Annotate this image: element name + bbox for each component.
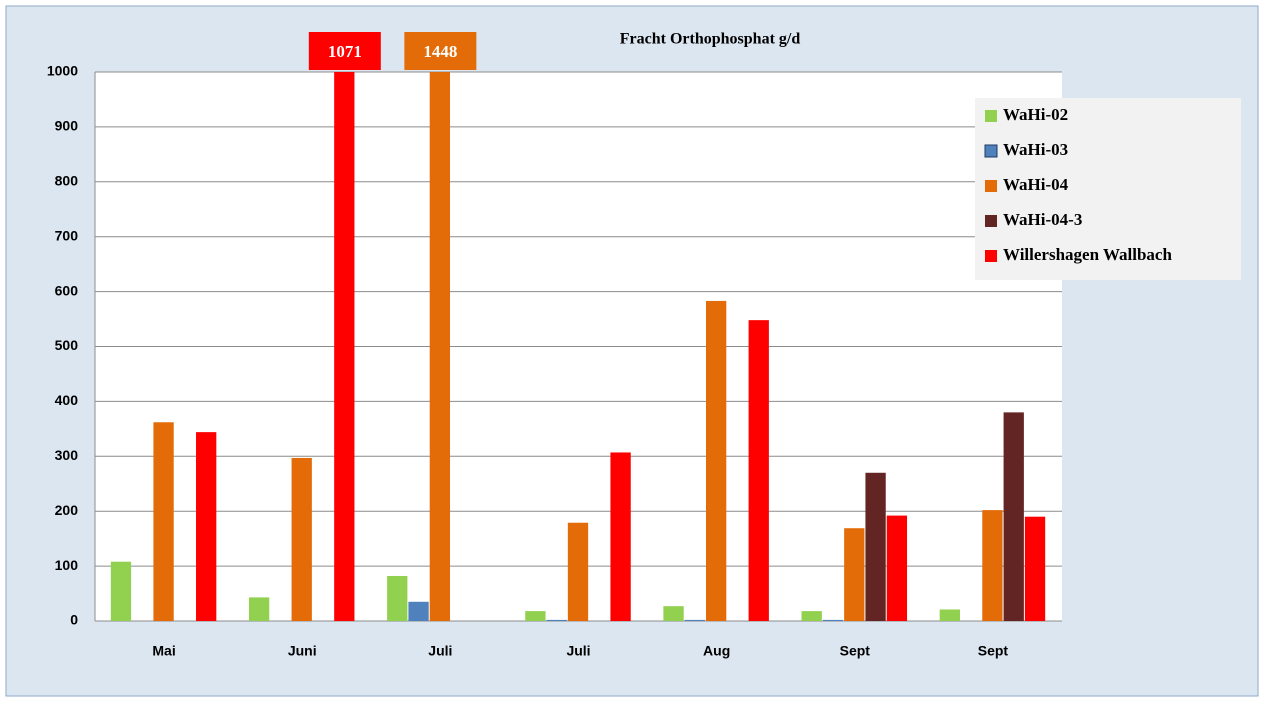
x-tick-label: Juli (428, 643, 452, 659)
y-tick-label: 800 (55, 173, 79, 189)
legend-label: WaHi-02 (1003, 105, 1068, 124)
x-tick-label: Aug (703, 643, 730, 659)
bar (110, 561, 132, 621)
bar (196, 432, 217, 621)
x-tick-label: Sept (840, 643, 871, 659)
y-tick-label: 900 (55, 118, 79, 134)
bar (748, 320, 769, 621)
bar (334, 72, 355, 621)
bar (387, 575, 408, 621)
bar (939, 609, 960, 621)
y-tick-label: 200 (55, 502, 79, 518)
y-tick-label: 700 (55, 227, 79, 243)
bar (429, 72, 451, 621)
bar (801, 611, 822, 621)
y-tick-label: 500 (55, 337, 79, 353)
bar (408, 601, 429, 621)
bar (886, 515, 908, 621)
bar (684, 619, 705, 621)
y-tick-label: 300 (55, 447, 79, 463)
legend-label: WaHi-03 (1003, 140, 1068, 159)
bar (982, 510, 1003, 621)
x-tick-label: Mai (152, 643, 175, 659)
y-tick-label: 400 (55, 392, 79, 408)
bar (610, 452, 631, 621)
legend-label: Willershagen Wallbach (1003, 245, 1172, 264)
bar (663, 606, 684, 621)
bar (865, 472, 886, 621)
x-tick-label: Sept (978, 643, 1009, 659)
legend-swatch (985, 215, 997, 227)
bar (705, 300, 727, 621)
bar (291, 457, 312, 621)
bar (1003, 412, 1024, 621)
y-tick-label: 0 (70, 612, 78, 628)
legend-box (975, 98, 1241, 280)
legend-label: WaHi-04-3 (1003, 210, 1082, 229)
x-tick-label: Juni (288, 643, 317, 659)
chart-title: Fracht Orthophosphat g/d (620, 31, 801, 48)
bar (844, 528, 865, 621)
value-label: 1071 (328, 42, 362, 61)
bar (567, 522, 589, 621)
y-tick-label: 600 (55, 282, 79, 298)
legend-label: WaHi-04 (1003, 175, 1069, 194)
value-label-box (404, 32, 477, 70)
bar (153, 422, 174, 621)
legend-swatch (985, 250, 997, 262)
bar (546, 619, 567, 621)
legend-swatch (985, 180, 997, 192)
y-tick-label: 100 (55, 557, 79, 573)
bar (248, 597, 270, 621)
bar (525, 611, 546, 621)
x-tick-label: Juli (566, 643, 590, 659)
bar (1024, 516, 1046, 621)
legend-swatch (985, 110, 997, 122)
value-label-box (308, 32, 381, 70)
value-label: 1448 (423, 42, 457, 61)
legend-swatch (984, 144, 998, 158)
y-tick-label: 1000 (47, 63, 78, 79)
bar (822, 619, 844, 621)
